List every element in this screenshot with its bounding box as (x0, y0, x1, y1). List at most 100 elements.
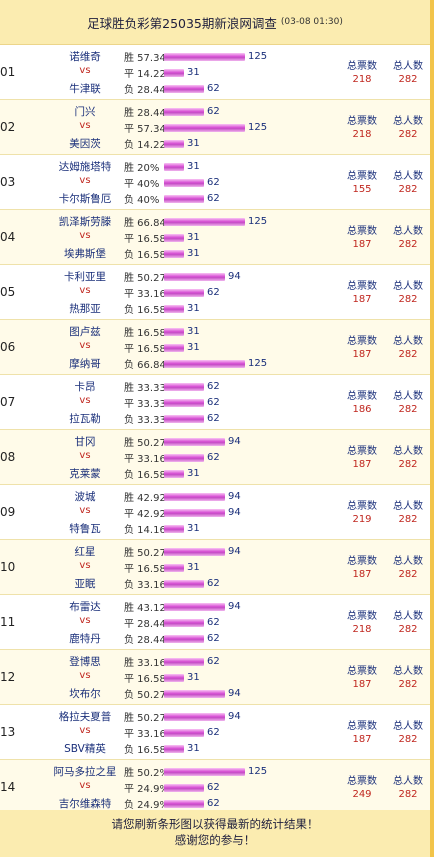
vote-bar (164, 547, 225, 556)
vs-label: vs (79, 505, 91, 516)
total-votes-value: 187 (352, 239, 372, 250)
match-list: 01 诺维奇 vs 牛津联 胜 57.34% 125 平 14.22% 31 负 28.44% 6… (0, 45, 430, 815)
away-team[interactable]: 特鲁瓦 (69, 523, 101, 535)
match-number: 08 (0, 450, 16, 464)
away-team[interactable]: 亚眠 (74, 578, 96, 590)
match-teams: 卡利亚里 vs 热那亚 (44, 265, 126, 319)
vote-bar (164, 123, 245, 132)
vote-percent: 胜 66.84% (124, 218, 176, 229)
vote-row: 平 42.92% 94 (124, 505, 241, 520)
vote-percent: 平 40% (124, 179, 160, 190)
away-team[interactable]: 美因茨 (69, 138, 101, 150)
total-people-value: 282 (398, 404, 418, 415)
away-team[interactable]: 克莱蒙 (69, 468, 101, 480)
vote-count: 62 (207, 633, 220, 644)
total-people-value: 282 (398, 734, 418, 745)
vote-count: 94 (228, 601, 241, 612)
home-team[interactable]: 卡利亚里 (64, 271, 106, 283)
vote-row: 胜 42.92% 94 (124, 489, 241, 504)
vote-count: 62 (207, 617, 220, 628)
home-team[interactable]: 格拉夫夏普 (58, 711, 112, 723)
totals: 总票数 218 总人数 282 (340, 100, 430, 154)
total-votes-label: 总票数 (347, 171, 377, 182)
match-teams: 波城 vs 特鲁瓦 (44, 485, 126, 539)
home-team[interactable]: 登博思 (69, 656, 101, 668)
vs-label: vs (79, 285, 91, 296)
away-team[interactable]: 坎布尔 (69, 688, 101, 700)
total-people-value: 282 (398, 514, 418, 525)
home-team[interactable]: 诺维奇 (69, 51, 101, 63)
vote-row: 胜 57.34% 125 (124, 49, 267, 64)
total-votes-value: 187 (352, 459, 372, 470)
match-number: 09 (0, 505, 16, 519)
vote-count: 31 (187, 326, 200, 337)
vote-count: 125 (248, 51, 268, 62)
home-team[interactable]: 甘冈 (74, 436, 96, 448)
vote-row: 负 16.58% 31 (124, 246, 200, 261)
vote-percent: 胜 43.12% (124, 603, 176, 614)
totals: 总票数 249 总人数 282 (340, 760, 430, 814)
home-team[interactable]: 凯泽斯劳滕 (58, 216, 112, 228)
vote-percent: 胜 50.27% (124, 713, 176, 724)
away-team[interactable]: 拉瓦勒 (69, 413, 101, 425)
match-row: 12 登博思 vs 坎布尔 胜 33.16% 62 平 16.58% 31 负 50.27% 94… (0, 650, 430, 705)
totals: 总票数 219 总人数 282 (340, 485, 430, 539)
vote-count: 94 (228, 271, 241, 282)
vote-percent: 负 28.44% (124, 85, 176, 96)
total-people: 总人数 282 (386, 277, 430, 305)
home-team[interactable]: 布雷达 (69, 601, 101, 613)
away-team[interactable]: 埃弗斯堡 (64, 248, 106, 260)
home-team[interactable]: 达姆施塔特 (58, 161, 112, 173)
match-teams: 红星 vs 亚眠 (44, 540, 126, 594)
vote-percent: 负 40% (124, 195, 160, 206)
total-votes: 总票数 219 (340, 497, 384, 525)
vote-bar (164, 712, 225, 721)
vote-percent: 平 33.16% (124, 289, 176, 300)
vote-bar (164, 84, 204, 93)
vote-stats: 胜 28.44% 62 平 57.34% 125 负 14.22% 31 (124, 100, 324, 154)
away-team[interactable]: 卡尔斯鲁厄 (58, 193, 112, 205)
vote-row: 负 24.9% 62 (124, 796, 220, 811)
vote-percent: 胜 50.27% (124, 438, 176, 449)
away-team[interactable]: 摩纳哥 (69, 358, 101, 370)
home-team[interactable]: 图卢兹 (69, 326, 101, 338)
vote-row: 胜 66.84% 125 (124, 214, 267, 229)
vote-count: 31 (187, 67, 200, 78)
total-people-label: 总人数 (393, 556, 423, 567)
total-votes-label: 总票数 (347, 666, 377, 677)
total-votes-label: 总票数 (347, 501, 377, 512)
vote-row: 胜 28.44% 62 (124, 104, 220, 119)
total-people: 总人数 282 (386, 662, 430, 690)
total-people: 总人数 282 (386, 57, 430, 85)
total-people: 总人数 282 (386, 167, 430, 195)
vote-count: 94 (228, 436, 241, 447)
total-people: 总人数 282 (386, 442, 430, 470)
total-votes-label: 总票数 (347, 611, 377, 622)
away-team[interactable]: 牛津联 (69, 83, 101, 95)
away-team[interactable]: 热那亚 (69, 303, 101, 315)
away-team[interactable]: SBV精英 (64, 743, 106, 755)
vote-row: 胜 43.12% 94 (124, 599, 241, 614)
away-team[interactable]: 鹿特丹 (69, 633, 101, 645)
vs-label: vs (79, 450, 91, 461)
vote-count: 94 (228, 688, 241, 699)
vote-count: 31 (187, 232, 200, 243)
vote-percent: 平 16.58% (124, 564, 176, 575)
vote-bar (164, 68, 184, 77)
match-row: 06 图卢兹 vs 摩纳哥 胜 16.58% 31 平 16.58% 31 负 66.84% 12… (0, 320, 430, 375)
home-team[interactable]: 红星 (74, 546, 96, 558)
vote-count: 31 (187, 342, 200, 353)
footer-note: 请您刷新条形图以获得最新的统计结果！ 感谢您的参与！ (0, 810, 430, 857)
vote-bar (164, 799, 204, 808)
home-team[interactable]: 阿马多拉之星 (53, 766, 117, 778)
vote-count: 125 (248, 358, 268, 369)
total-people-value: 282 (398, 569, 418, 580)
home-team[interactable]: 波城 (74, 491, 96, 503)
match-number: 05 (0, 285, 16, 299)
total-people-value: 282 (398, 624, 418, 635)
away-team[interactable]: 吉尔维森特 (58, 798, 112, 810)
home-team[interactable]: 门兴 (74, 106, 96, 118)
vote-row: 平 16.58% 31 (124, 670, 200, 685)
home-team[interactable]: 卡昂 (74, 381, 96, 393)
